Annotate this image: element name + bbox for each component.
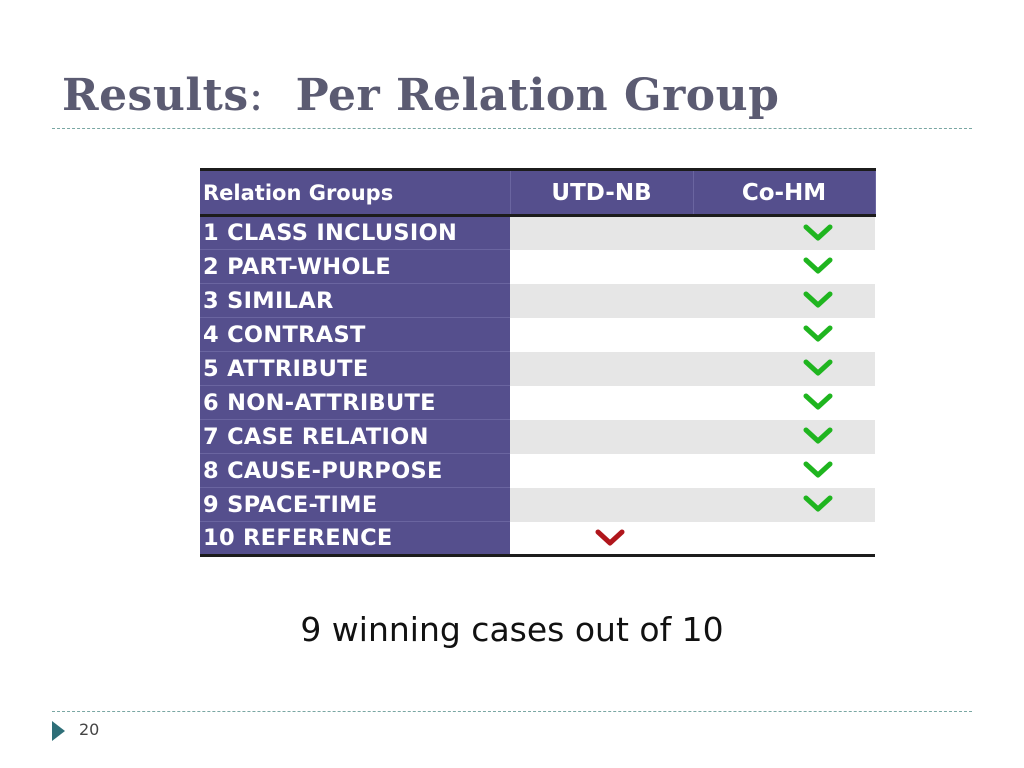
chevron-down-icon <box>803 325 833 343</box>
utd-nb-cell <box>510 249 693 284</box>
relation-group-label: 9 SPACE-TIME <box>200 487 510 522</box>
relation-group-label: 4 CONTRAST <box>200 317 510 352</box>
utd-nb-cell <box>510 419 693 454</box>
co-hm-cell <box>693 487 875 522</box>
relation-group-label: 6 NON-ATTRIBUTE <box>200 385 510 420</box>
header-relation-groups: Relation Groups <box>200 168 511 217</box>
table-row: 6 NON-ATTRIBUTE <box>200 385 875 420</box>
utd-nb-cell <box>510 521 693 557</box>
chevron-down-icon <box>803 427 833 445</box>
chevron-down-icon <box>803 291 833 309</box>
chevron-down-icon <box>803 461 833 479</box>
table-row: 4 CONTRAST <box>200 317 875 352</box>
table-row: 10 REFERENCE <box>200 521 875 557</box>
chevron-down-icon <box>803 495 833 513</box>
utd-nb-cell <box>510 487 693 522</box>
utd-nb-cell <box>510 453 693 488</box>
results-table: Relation Groups UTD-NB Co-HM 1 CLASS INC… <box>200 168 876 557</box>
page-number: 20 <box>79 720 100 739</box>
footer-divider <box>52 711 972 712</box>
relation-group-label: 3 SIMILAR <box>200 283 510 318</box>
utd-nb-cell <box>510 283 693 318</box>
table-row: 8 CAUSE-PURPOSE <box>200 453 875 488</box>
chevron-down-icon <box>803 224 833 242</box>
co-hm-cell <box>693 351 875 386</box>
relation-group-label: 2 PART-WHOLE <box>200 249 510 284</box>
relation-group-label: 10 REFERENCE <box>200 521 510 557</box>
summary-text: 9 winning cases out of 10 <box>300 610 724 649</box>
chevron-down-icon <box>803 393 833 411</box>
header-co-hm: Co-HM <box>693 168 876 217</box>
slide-title-main: Results <box>62 70 249 121</box>
table-row: 1 CLASS INCLUSION <box>200 215 875 250</box>
title-divider <box>52 128 972 129</box>
header-utd-nb: UTD-NB <box>510 168 694 217</box>
co-hm-cell <box>693 521 875 557</box>
chevron-down-icon <box>803 257 833 275</box>
table-row: 7 CASE RELATION <box>200 419 875 454</box>
slide-title-separator: : <box>248 70 264 121</box>
triangle-right-icon <box>52 721 65 741</box>
table-row: 5 ATTRIBUTE <box>200 351 875 386</box>
table-row: 9 SPACE-TIME <box>200 487 875 522</box>
utd-nb-cell <box>510 317 693 352</box>
table-row: 3 SIMILAR <box>200 283 875 318</box>
co-hm-cell <box>693 385 875 420</box>
co-hm-cell <box>693 453 875 488</box>
utd-nb-cell <box>510 215 693 250</box>
co-hm-cell <box>693 215 875 250</box>
utd-nb-cell <box>510 385 693 420</box>
co-hm-cell <box>693 419 875 454</box>
relation-group-label: 7 CASE RELATION <box>200 419 510 454</box>
relation-group-label: 5 ATTRIBUTE <box>200 351 510 386</box>
chevron-down-icon <box>803 359 833 377</box>
table-row: 2 PART-WHOLE <box>200 249 875 284</box>
slide-title: Results: Per Relation Group <box>62 70 779 121</box>
co-hm-cell <box>693 249 875 284</box>
table-body: 1 CLASS INCLUSION 2 PART-WHOLE 3 SIMILAR 4 … <box>200 215 875 557</box>
co-hm-cell <box>693 283 875 318</box>
utd-nb-cell <box>510 351 693 386</box>
co-hm-cell <box>693 317 875 352</box>
table-header-row: Relation Groups UTD-NB Co-HM <box>200 168 876 217</box>
chevron-down-icon <box>595 529 625 547</box>
relation-group-label: 8 CAUSE-PURPOSE <box>200 453 510 488</box>
slide-title-sub: Per Relation Group <box>295 70 780 121</box>
relation-group-label: 1 CLASS INCLUSION <box>200 215 510 250</box>
